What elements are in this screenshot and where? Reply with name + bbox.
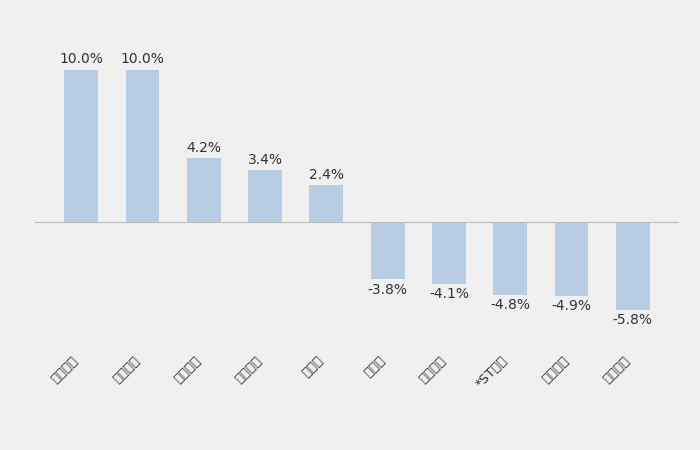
Text: -4.8%: -4.8% — [490, 298, 531, 312]
Text: -4.1%: -4.1% — [429, 287, 469, 301]
Text: -4.9%: -4.9% — [552, 299, 592, 313]
Text: 10.0%: 10.0% — [60, 53, 103, 67]
Text: 3.4%: 3.4% — [248, 153, 283, 167]
Bar — [64, 70, 98, 222]
Bar — [554, 222, 589, 296]
Bar — [187, 158, 220, 222]
Bar — [494, 222, 527, 295]
Text: 2.4%: 2.4% — [309, 168, 344, 182]
Bar — [616, 222, 650, 310]
Bar — [125, 70, 160, 222]
Bar — [309, 185, 343, 222]
Bar — [432, 222, 466, 284]
Text: -5.8%: -5.8% — [613, 313, 653, 327]
Text: 4.2%: 4.2% — [186, 141, 221, 155]
Text: 10.0%: 10.0% — [120, 53, 164, 67]
Bar — [371, 222, 405, 279]
Text: -3.8%: -3.8% — [368, 283, 407, 297]
Bar — [248, 170, 282, 222]
